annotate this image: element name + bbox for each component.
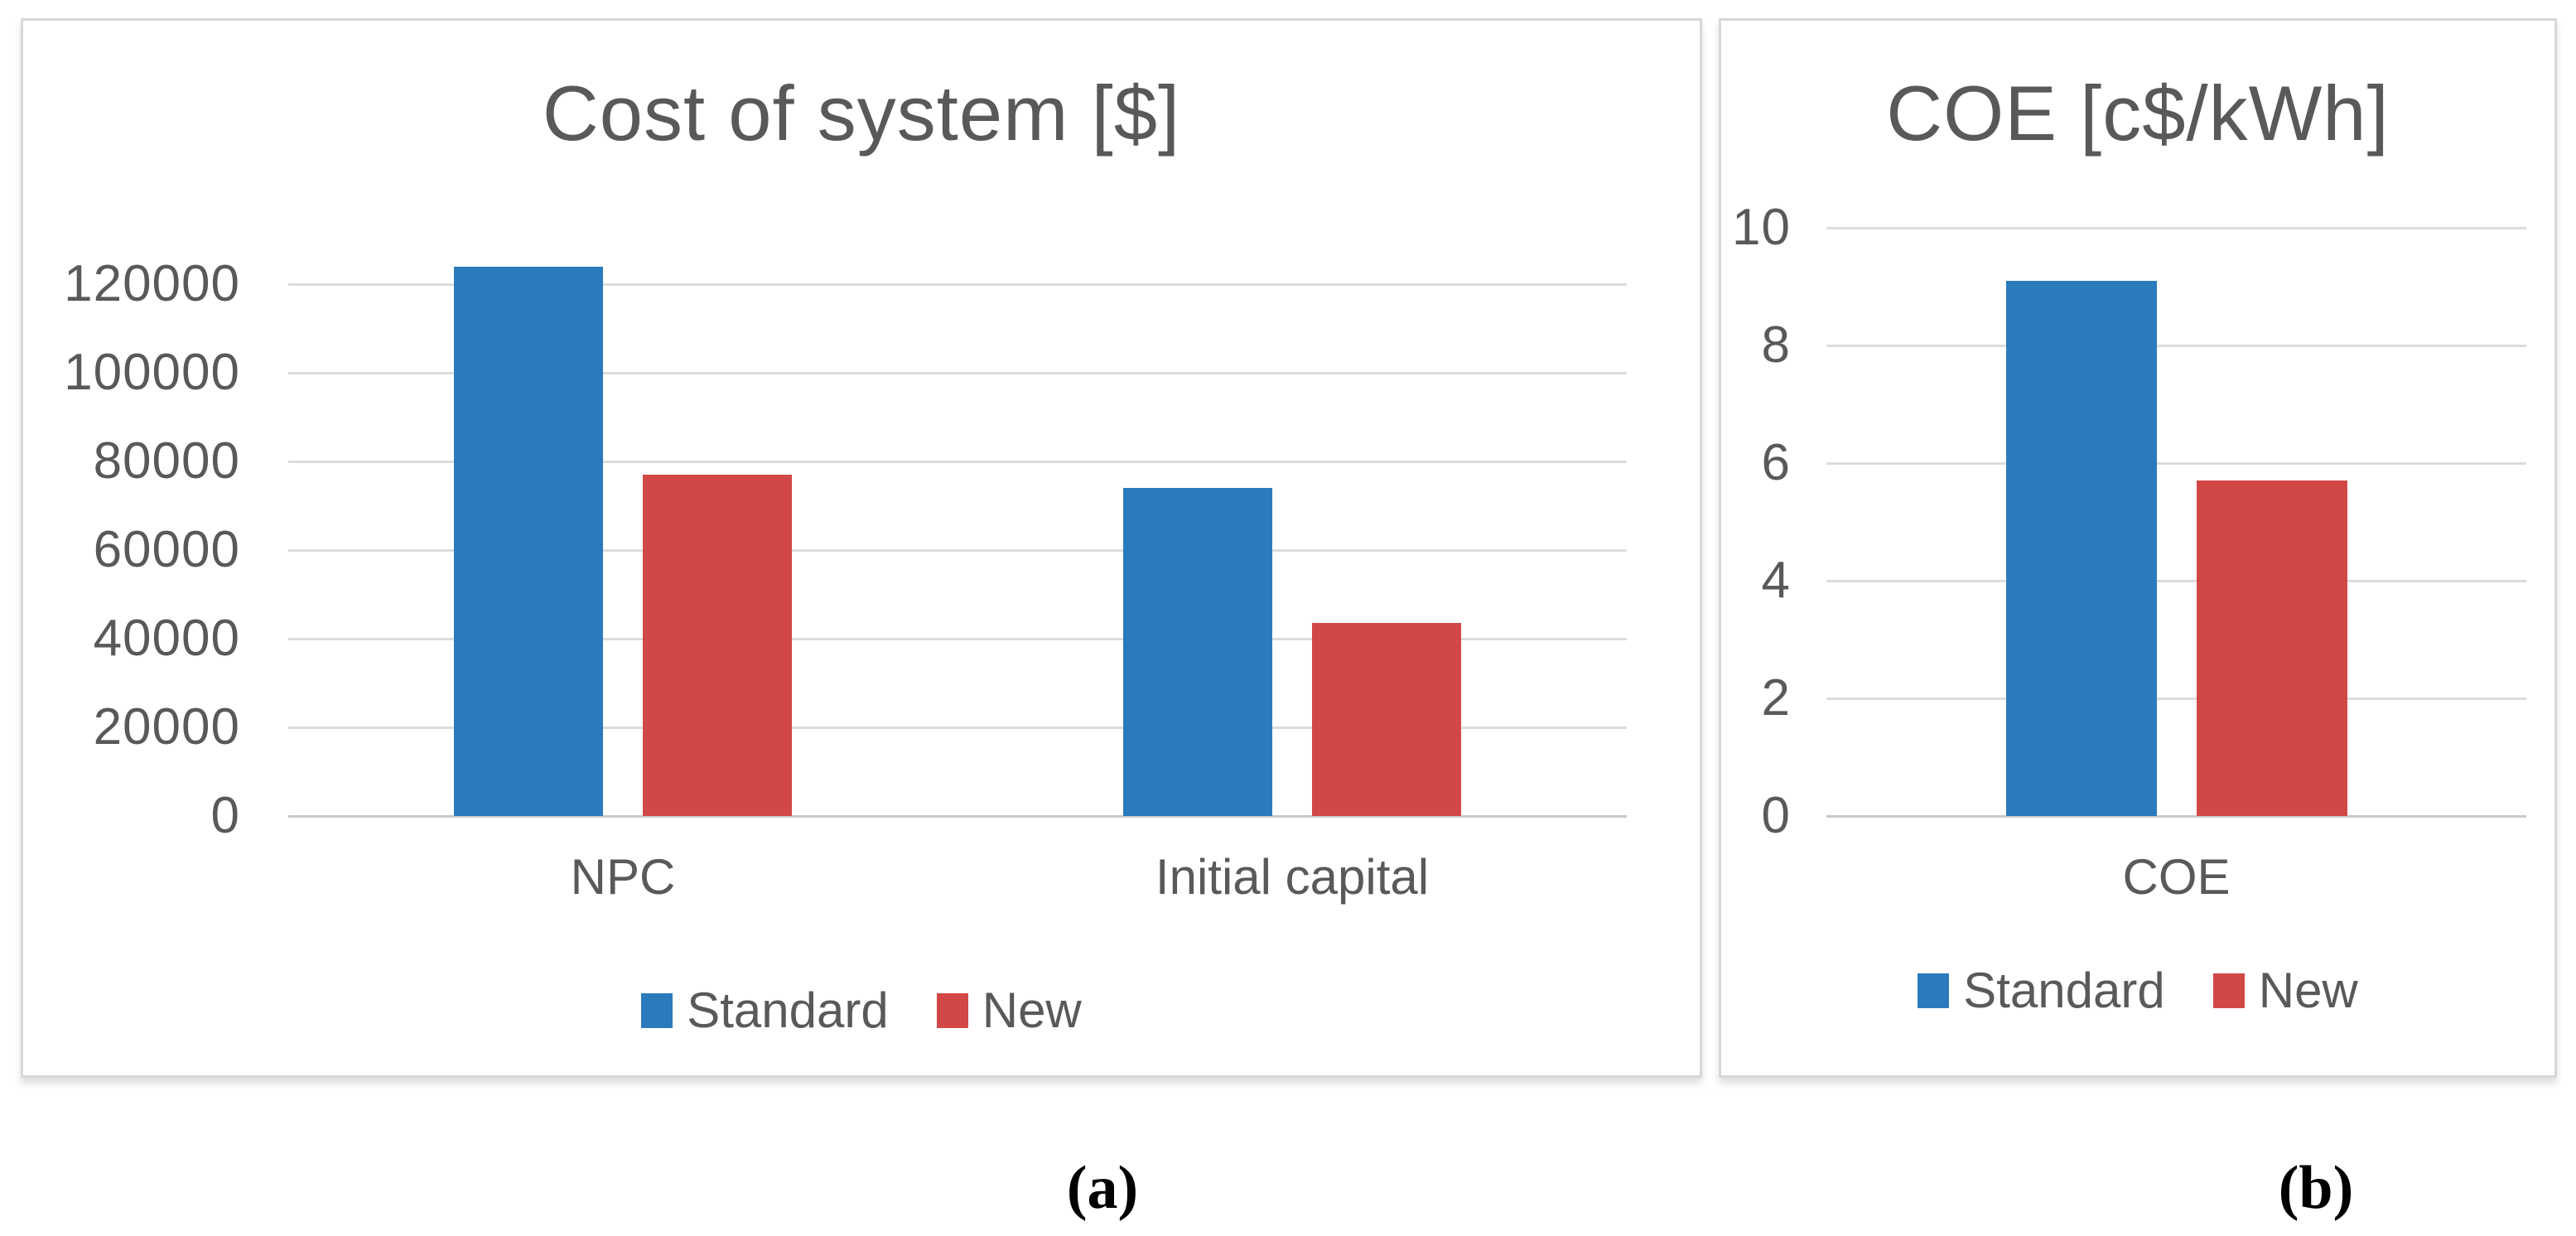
- bar-chart-coe: COE [c$/kWh] 0 2 4 6 8 10 COE Standard New: [1721, 21, 2554, 1075]
- legend-swatch-new: [936, 993, 968, 1028]
- gridline: [288, 727, 1627, 729]
- bar-standard-initial-capital: [1123, 488, 1272, 816]
- gridline: [288, 283, 1627, 286]
- y-tick-label: 20000: [93, 698, 240, 756]
- y-tick-label: 6: [1761, 434, 1791, 491]
- caption-a: (a): [1066, 1154, 1139, 1222]
- y-tick-label: 0: [1761, 787, 1791, 844]
- gridline: [1826, 227, 2526, 229]
- chart-title: COE [c$/kWh]: [1886, 70, 2390, 157]
- y-tick-label: 120000: [64, 255, 240, 312]
- y-tick-label: 4: [1761, 552, 1791, 609]
- caption-b: (b): [2278, 1154, 2354, 1222]
- legend-label: Standard: [687, 983, 889, 1038]
- y-tick-label: 0: [210, 787, 240, 844]
- legend: Standard New: [23, 986, 1700, 1036]
- legend-item: Standard: [1918, 966, 2165, 1016]
- bar-chart-cost-of-system: Cost of system [$] 0 20000 40000 60000 80000…: [23, 21, 1700, 1075]
- y-tick-label: 2: [1761, 669, 1791, 727]
- chart-title: Cost of system [$]: [542, 70, 1181, 157]
- bar-standard-coe: [2005, 280, 2157, 816]
- y-tick-label: 40000: [93, 610, 240, 667]
- x-axis-line: [288, 815, 1627, 818]
- gridline: [288, 638, 1627, 640]
- chart-panel-b: COE [c$/kWh] 0 2 4 6 8 10 COE Standard New: [1719, 18, 2557, 1078]
- y-tick-label: 8: [1761, 316, 1791, 374]
- x-category-label: NPC: [570, 849, 676, 905]
- gridline: [288, 549, 1627, 552]
- y-tick-label: 100000: [64, 344, 240, 401]
- gridline: [1826, 345, 2526, 347]
- x-category-label: Initial capital: [1155, 849, 1430, 905]
- legend-item: New: [2212, 963, 2358, 1018]
- legend: Standard New: [1721, 966, 2554, 1016]
- bar-new-coe: [2196, 480, 2347, 816]
- legend-swatch-standard: [1918, 973, 1950, 1008]
- legend-label: New: [2258, 963, 2358, 1018]
- y-tick-label: 10: [1732, 199, 1791, 256]
- bar-standard-npc: [454, 266, 603, 816]
- legend-label: Standard: [1963, 963, 2165, 1018]
- gridline: [288, 461, 1627, 463]
- legend-item: New: [936, 983, 1082, 1038]
- bar-new-initial-capital: [1312, 623, 1461, 816]
- x-axis-line: [1826, 815, 2526, 818]
- y-tick-label: 60000: [93, 521, 240, 578]
- legend-label: New: [982, 983, 1082, 1038]
- legend-swatch-new: [2212, 973, 2245, 1008]
- chart-panel-a: Cost of system [$] 0 20000 40000 60000 80000…: [21, 18, 1702, 1078]
- bar-new-npc: [643, 475, 792, 816]
- gridline: [1826, 462, 2526, 465]
- gridline: [288, 372, 1627, 374]
- gridline: [1826, 580, 2526, 582]
- y-tick-label: 80000: [93, 432, 240, 490]
- legend-item: Standard: [641, 986, 889, 1036]
- legend-swatch-standard: [641, 993, 673, 1028]
- x-category-label: COE: [2122, 849, 2231, 905]
- gridline: [1826, 698, 2526, 700]
